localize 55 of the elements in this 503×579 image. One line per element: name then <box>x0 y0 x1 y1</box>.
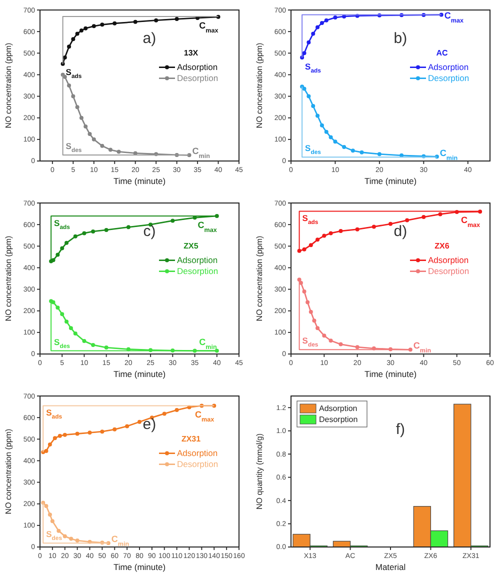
legend-label: Adsorption <box>177 62 218 72</box>
annotation: b) <box>394 30 408 48</box>
annotation: S$_{ads}$ <box>54 218 71 231</box>
legend-label: Desorption <box>177 266 218 276</box>
x-axis-title: Time (minute) <box>364 176 417 186</box>
annotation: a) <box>142 30 156 48</box>
annotation: C$_{min}$ <box>192 146 210 160</box>
annotation: S$_{des}$ <box>66 140 82 154</box>
y-axis-title: NO quantity (mmol/g) <box>255 433 264 510</box>
x-axis-title: Time (minute) <box>113 176 166 186</box>
y-axis-title: NO concentration (ppm) <box>4 428 13 514</box>
annotation: C$_{min}$ <box>111 534 130 548</box>
legend-label: Adsorption <box>177 448 218 458</box>
x-axis-title: Time (minute) <box>113 369 166 379</box>
legend-label: Adsorption <box>177 255 218 266</box>
legend-label: Adsorption <box>428 255 469 266</box>
annotation: c) <box>143 223 156 240</box>
x-axis-title: Time (minute) <box>113 562 166 572</box>
y-axis-title: NO concentration (ppm) <box>4 42 13 128</box>
legend-title: AC <box>436 48 448 58</box>
legend-title: 13X <box>184 48 199 58</box>
x-axis-title: Time (minute) <box>364 369 417 379</box>
annotation: S$_{des}$ <box>302 336 319 349</box>
y-axis-title: NO concentration (ppm) <box>255 235 264 322</box>
legend-label: Desorption <box>428 73 470 84</box>
y-axis-title: NO concentration (ppm) <box>255 42 264 128</box>
legend-title: ZX31 <box>181 434 202 444</box>
legend-label: Desorption <box>177 73 218 84</box>
annotation: S$_{des}$ <box>46 529 63 542</box>
x-axis-title: Material <box>375 562 406 572</box>
annotation: S$_{ads}$ <box>66 66 82 80</box>
annotation: C$_{max}$ <box>199 20 219 34</box>
annotation: C$_{min}$ <box>413 340 432 354</box>
annotation: S$_{ads}$ <box>46 408 63 421</box>
annotation: C$_{max}$ <box>198 220 218 234</box>
legend-label: Adsorption <box>428 62 469 72</box>
legend-label: Desorption <box>428 266 470 276</box>
legend-label: Adsorption <box>319 404 358 414</box>
annotation: f) <box>396 420 406 438</box>
annotation: C$_{max}$ <box>444 10 464 24</box>
annotation: S$_{ads}$ <box>302 213 319 226</box>
annotation: C$_{max}$ <box>460 215 481 229</box>
annotation: S$_{des}$ <box>54 336 71 350</box>
annotation: e) <box>142 416 156 434</box>
y-axis-title: NO concentration (ppm) <box>4 235 13 322</box>
legend-label: Desorption <box>177 459 218 470</box>
legend-title: ZX6 <box>434 241 450 250</box>
annotation: C$_{min}$ <box>199 336 218 350</box>
legend-title: ZX5 <box>184 241 199 250</box>
annotation: C$_{max}$ <box>195 410 215 424</box>
annotation: C$_{min}$ <box>440 148 458 162</box>
legend-label: Desorption <box>319 415 358 424</box>
annotation: d) <box>394 223 408 240</box>
annotation: S$_{ads}$ <box>305 62 322 75</box>
annotation: S$_{des}$ <box>305 143 322 156</box>
